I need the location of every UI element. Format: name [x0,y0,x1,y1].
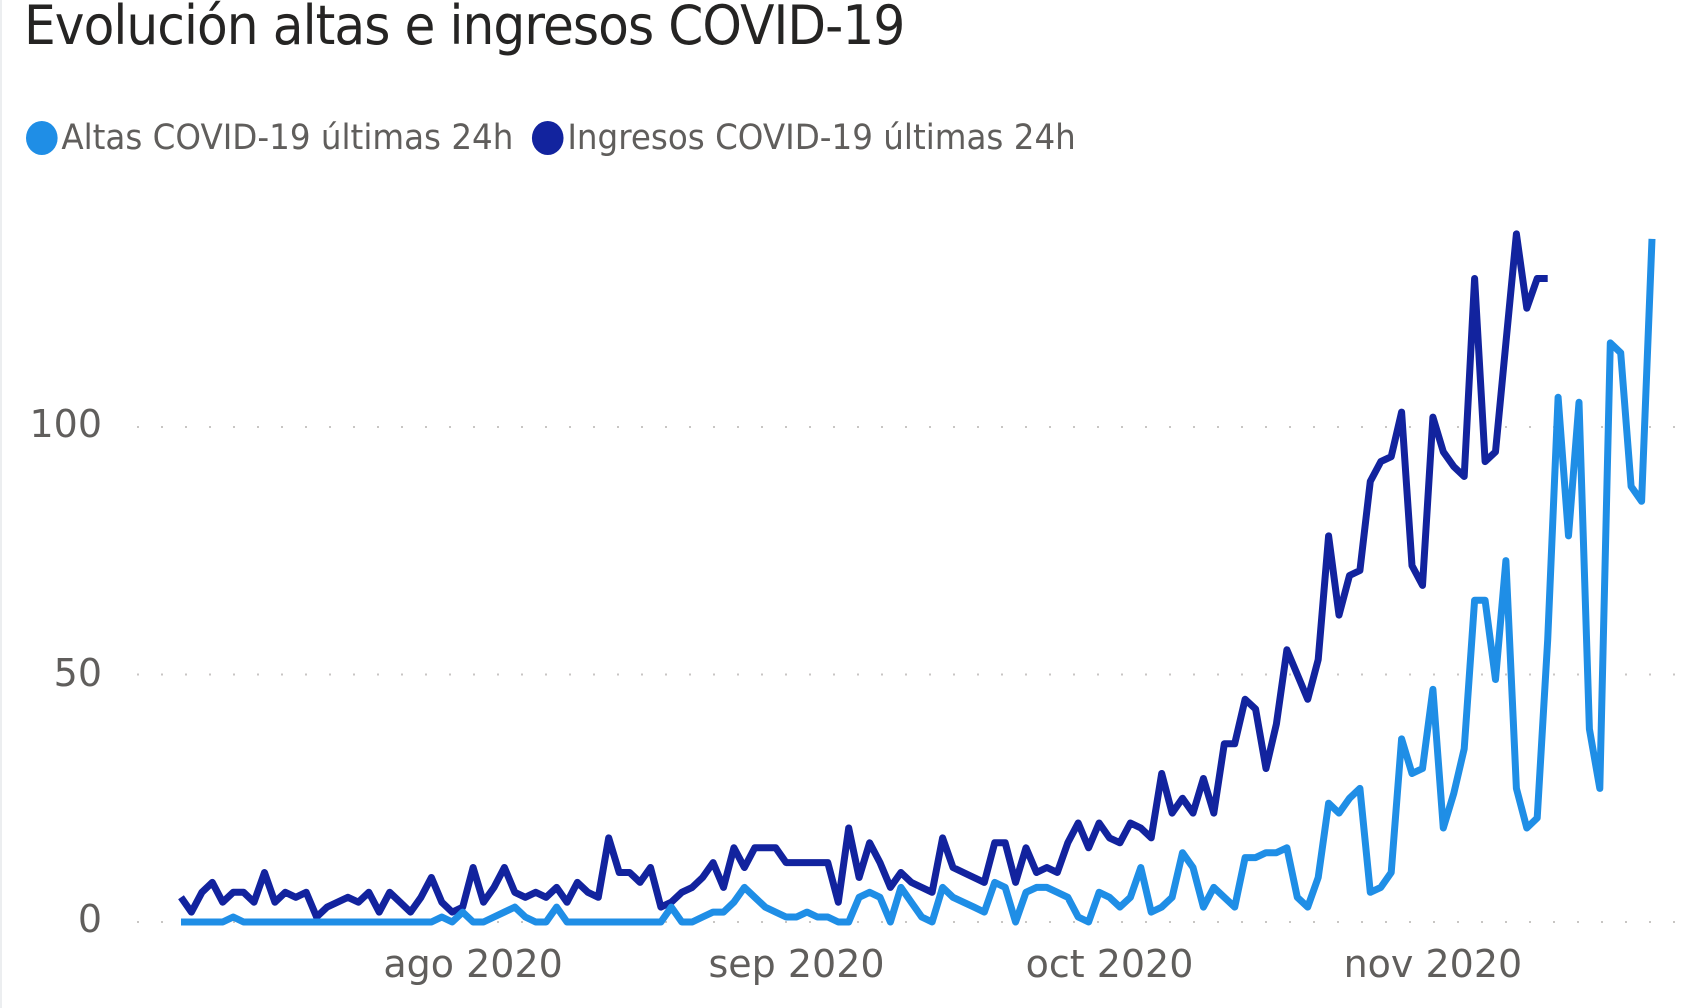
gridlines [137,426,1682,923]
series-line-ingresos[interactable] [178,230,1548,921]
series-line-altas[interactable] [181,238,1656,926]
x-tick-ago-2020: ago 2020 [383,942,563,986]
y-tick-0: 0 [77,897,102,941]
legend-item-ingresos[interactable]: Ingresos COVID-19 últimas 24h [531,118,1076,158]
legend-item-altas[interactable]: Altas COVID-19 últimas 24h [26,118,513,158]
legend-dot-altas-icon [26,121,58,155]
legend-dot-ingresos-icon [531,121,564,155]
legend-label-ingresos: Ingresos COVID-19 últimas 24h [567,118,1076,158]
chart-title: Evolución altas e ingresos COVID-19 [24,0,905,57]
chart-legend: Altas COVID-19 últimas 24h Ingresos COVI… [26,118,1094,158]
legend-label-altas: Altas COVID-19 últimas 24h [61,118,514,158]
x-tick-oct-2020: oct 2020 [1025,942,1194,986]
y-tick-50: 50 [53,651,102,695]
y-tick-100: 100 [29,402,102,446]
x-tick-nov-2020: nov 2020 [1343,942,1523,986]
x-tick-sep-2020: sep 2020 [708,942,885,986]
